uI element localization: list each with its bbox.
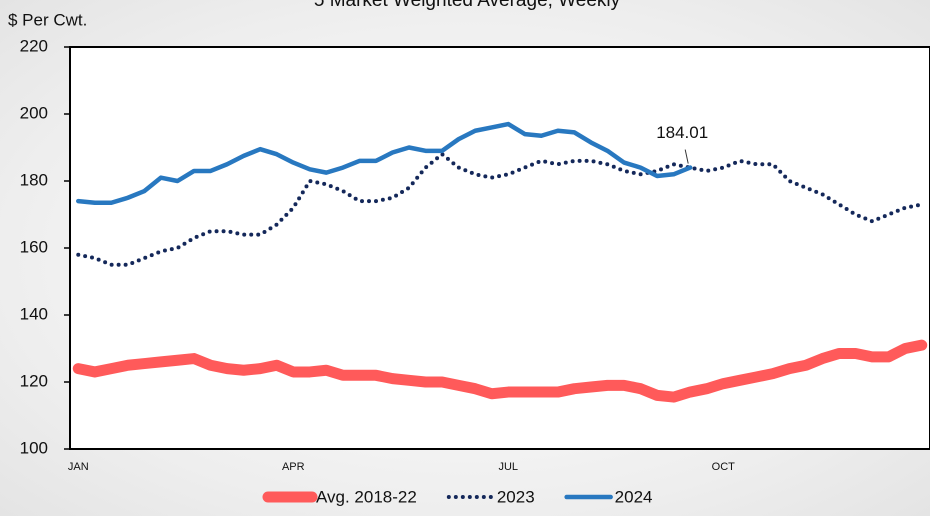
y-tick-label: 220 xyxy=(20,36,48,55)
line-2 xyxy=(76,121,693,206)
y-tick-label: 200 xyxy=(20,103,48,122)
plot-area xyxy=(70,47,930,449)
y-tick-label: 100 xyxy=(20,438,48,457)
y-axis-label: $ Per Cwt. xyxy=(8,10,87,29)
label-leader xyxy=(684,149,689,164)
line-0 xyxy=(72,339,928,403)
line-1 xyxy=(76,152,924,267)
y-tick-label: 160 xyxy=(20,237,48,256)
plot-border xyxy=(69,46,930,450)
y-tick-label: 140 xyxy=(20,304,48,323)
x-tick-label: OCT xyxy=(712,461,736,473)
legend-label: 2023 xyxy=(497,487,535,506)
x-tick-label: JAN xyxy=(68,461,89,473)
x-tick-label: JUL xyxy=(498,461,518,473)
y-tick-label: 180 xyxy=(20,170,48,189)
legend-label: 2024 xyxy=(615,487,653,506)
y-tick-label: 120 xyxy=(20,371,48,390)
x-tick-label: APR xyxy=(282,461,305,473)
chart-title: 5 Market Weighted Average, Weekly xyxy=(314,0,621,11)
data-label: 184.01 xyxy=(656,123,708,142)
legend-label: Avg. 2018-22 xyxy=(316,487,417,506)
